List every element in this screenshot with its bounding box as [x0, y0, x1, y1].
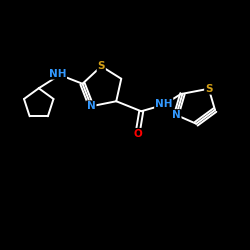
- Text: S: S: [98, 61, 105, 71]
- Text: NH: NH: [49, 69, 66, 79]
- Text: NH: NH: [155, 99, 172, 109]
- Text: S: S: [205, 84, 212, 94]
- Text: N: N: [87, 101, 96, 111]
- Text: O: O: [133, 129, 142, 139]
- Text: N: N: [172, 110, 180, 120]
